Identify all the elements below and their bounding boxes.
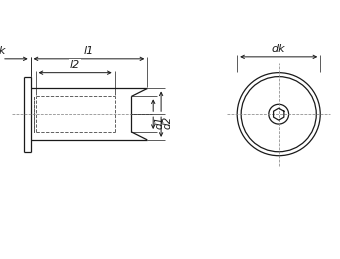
Text: l1: l1 — [84, 46, 94, 56]
Text: dk: dk — [272, 44, 286, 54]
Text: l2: l2 — [70, 60, 80, 70]
Text: d2: d2 — [163, 116, 173, 130]
Text: k: k — [0, 46, 5, 56]
Text: d1: d1 — [155, 116, 165, 130]
